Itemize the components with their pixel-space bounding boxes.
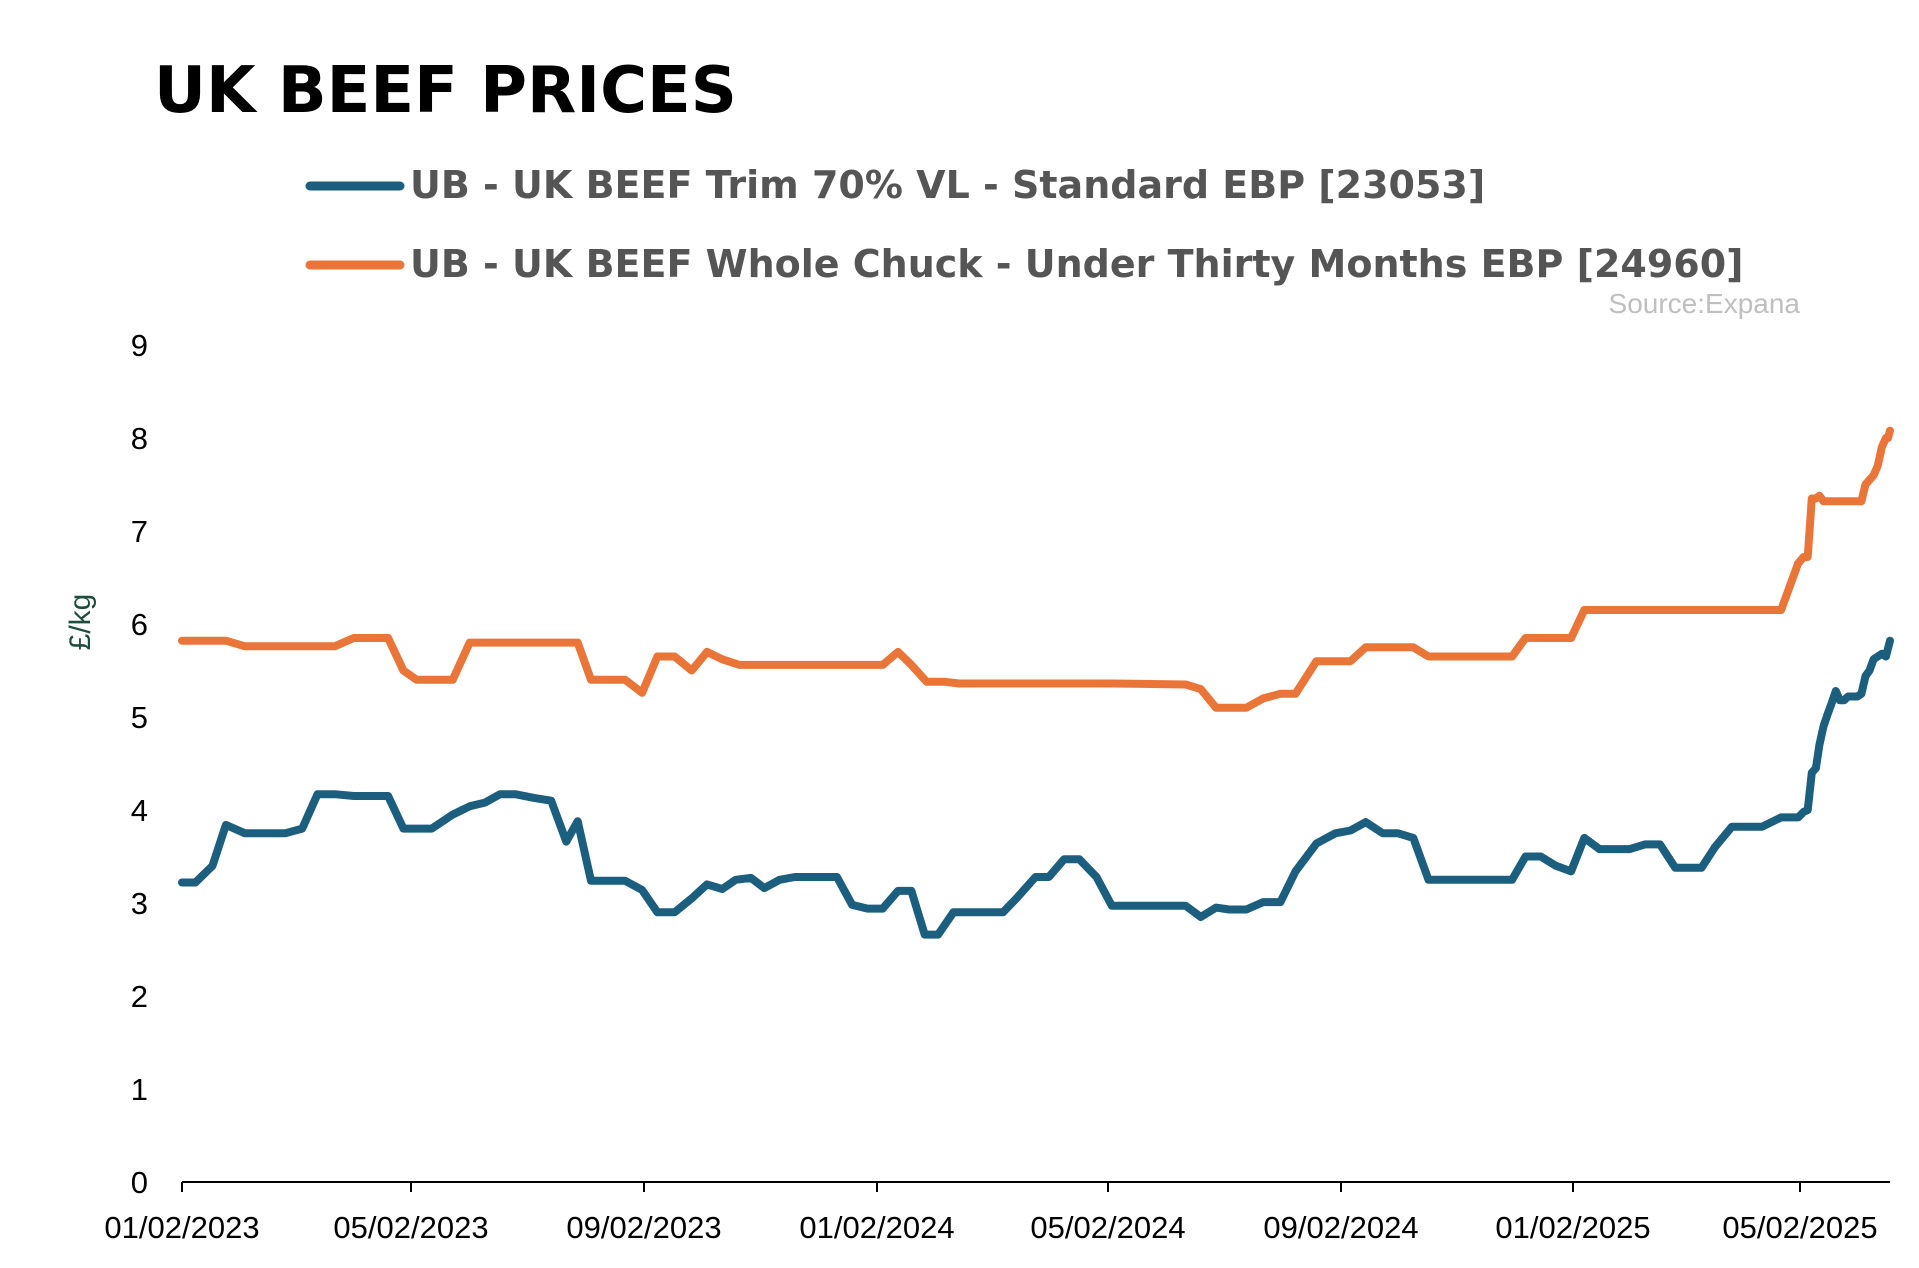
- x-tick-label: 01/02/2024: [799, 1210, 954, 1245]
- y-axis-label: £/kg: [64, 594, 97, 651]
- x-tick-label: 09/02/2023: [566, 1210, 721, 1245]
- source-note: Source:Expana: [1609, 288, 1801, 319]
- y-tick-label: 8: [131, 421, 148, 456]
- y-tick-label: 4: [131, 793, 148, 828]
- y-tick-label: 1: [131, 1072, 148, 1107]
- x-tick-label: 05/02/2023: [333, 1210, 488, 1245]
- legend-label-trim: UB - UK BEEF Trim 70% VL - Standard EBP …: [410, 163, 1485, 207]
- x-tick-label: 01/02/2025: [1495, 1210, 1650, 1245]
- y-tick-label: 6: [131, 607, 148, 642]
- y-tick-label: 3: [131, 886, 148, 921]
- chart-title: UK BEEF PRICES: [154, 54, 737, 128]
- x-tick-label: 09/02/2024: [1263, 1210, 1418, 1245]
- y-tick-label: 2: [131, 979, 148, 1014]
- y-axis-ticks: 0 1 2 3 4 5 6 7 8 9: [131, 328, 148, 1200]
- series-line-chuck: [178, 426, 1894, 712]
- y-tick-label: 0: [131, 1165, 148, 1200]
- x-tick-label: 01/02/2023: [104, 1210, 259, 1245]
- x-tick-label: 05/02/2024: [1030, 1210, 1185, 1245]
- y-tick-label: 9: [131, 328, 148, 363]
- y-tick-label: 7: [131, 514, 148, 549]
- legend-label-chuck: UB - UK BEEF Whole Chuck - Under Thirty …: [410, 242, 1744, 286]
- x-axis: 01/02/2023 05/02/2023 09/02/2023 01/02/2024…: [104, 1181, 1890, 1245]
- series-lines: [178, 426, 1894, 939]
- y-tick-label: 5: [131, 700, 148, 735]
- series-line-trim: [178, 636, 1894, 939]
- legend: UB - UK BEEF Trim 70% VL - Standard EBP …: [305, 163, 1744, 286]
- x-tick-label: 05/02/2025: [1722, 1210, 1877, 1245]
